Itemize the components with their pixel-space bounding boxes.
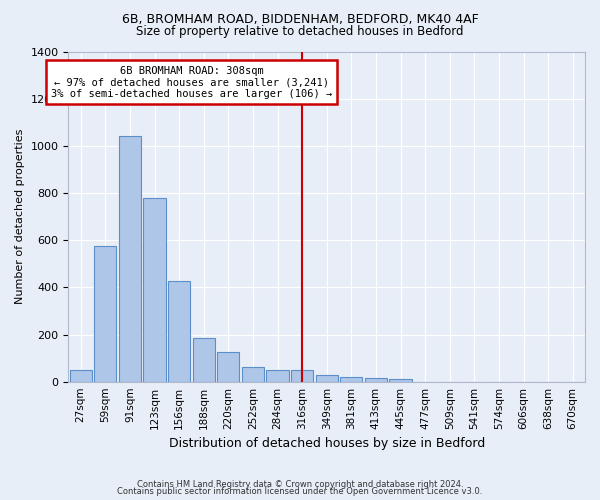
Bar: [168, 282, 190, 382]
Bar: [143, 198, 166, 382]
Text: 6B, BROMHAM ROAD, BIDDENHAM, BEDFORD, MK40 4AF: 6B, BROMHAM ROAD, BIDDENHAM, BEDFORD, MK…: [122, 12, 478, 26]
Bar: [242, 367, 264, 382]
Bar: [365, 378, 387, 382]
Text: 6B BROMHAM ROAD: 308sqm
← 97% of detached houses are smaller (3,241)
3% of semi-: 6B BROMHAM ROAD: 308sqm ← 97% of detache…: [51, 66, 332, 99]
Bar: [94, 246, 116, 382]
Bar: [340, 377, 362, 382]
Bar: [389, 380, 412, 382]
Text: Contains HM Land Registry data © Crown copyright and database right 2024.: Contains HM Land Registry data © Crown c…: [137, 480, 463, 489]
Bar: [119, 136, 141, 382]
Text: Contains public sector information licensed under the Open Government Licence v3: Contains public sector information licen…: [118, 487, 482, 496]
Bar: [316, 376, 338, 382]
Y-axis label: Number of detached properties: Number of detached properties: [15, 129, 25, 304]
Bar: [266, 370, 289, 382]
Bar: [193, 338, 215, 382]
Bar: [291, 370, 313, 382]
Bar: [70, 370, 92, 382]
Bar: [217, 352, 239, 382]
X-axis label: Distribution of detached houses by size in Bedford: Distribution of detached houses by size …: [169, 437, 485, 450]
Text: Size of property relative to detached houses in Bedford: Size of property relative to detached ho…: [136, 25, 464, 38]
